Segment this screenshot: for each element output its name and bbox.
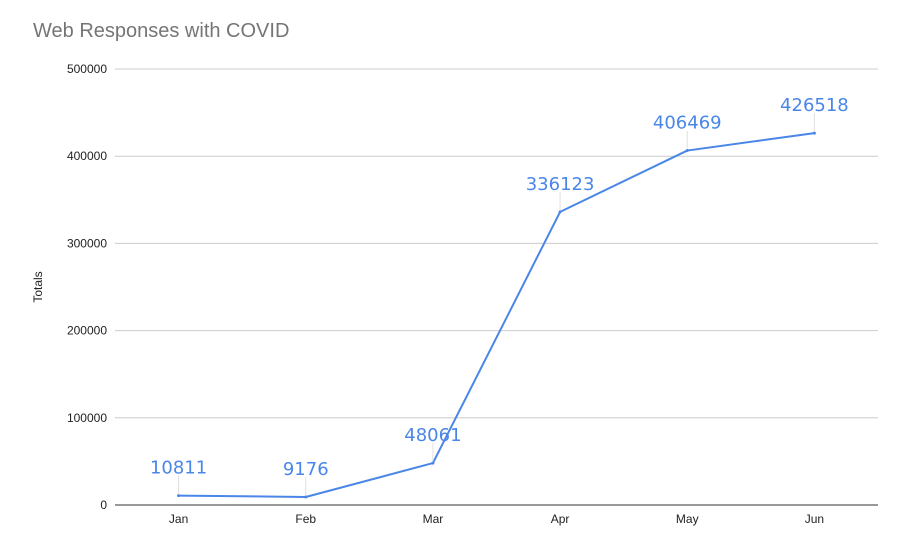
series-line (177, 132, 816, 498)
y-tick-label: 300000 (67, 236, 107, 250)
data-label: 9176 (283, 459, 329, 480)
chart-title: Web Responses with COVID (33, 20, 290, 42)
x-tick-label: Jan (169, 512, 188, 526)
y-tick-label: 200000 (67, 324, 107, 338)
series-layer (177, 131, 816, 499)
data-point (558, 210, 562, 214)
y-axis-title: Totals (31, 271, 45, 302)
y-tick-label: 400000 (67, 149, 107, 163)
data-label: 336123 (526, 174, 595, 195)
y-tick-label: 0 (100, 498, 107, 512)
data-point (812, 131, 816, 135)
x-tick-label: Jun (805, 512, 824, 526)
x-tick-label: May (676, 512, 699, 526)
data-point (304, 495, 308, 499)
data-label: 426518 (780, 95, 849, 116)
data-point (431, 461, 435, 465)
data-labels: 10811 9176 48061 336123 406469 426518 (150, 95, 849, 495)
data-point (685, 149, 689, 153)
data-label: 406469 (653, 113, 722, 134)
data-label: 10811 (150, 458, 207, 479)
x-tick-label: Mar (423, 512, 444, 526)
x-tick-label: Feb (295, 512, 316, 526)
y-tick-label: 500000 (67, 62, 107, 76)
y-tick-label: 100000 (67, 411, 107, 425)
grid-lines (115, 68, 878, 419)
x-tick-label: Apr (551, 512, 570, 526)
axes: 0 100000 200000 300000 400000 500000 Jan Feb Mar… (31, 62, 878, 526)
data-label: 48061 (404, 425, 461, 446)
data-point (177, 494, 181, 498)
